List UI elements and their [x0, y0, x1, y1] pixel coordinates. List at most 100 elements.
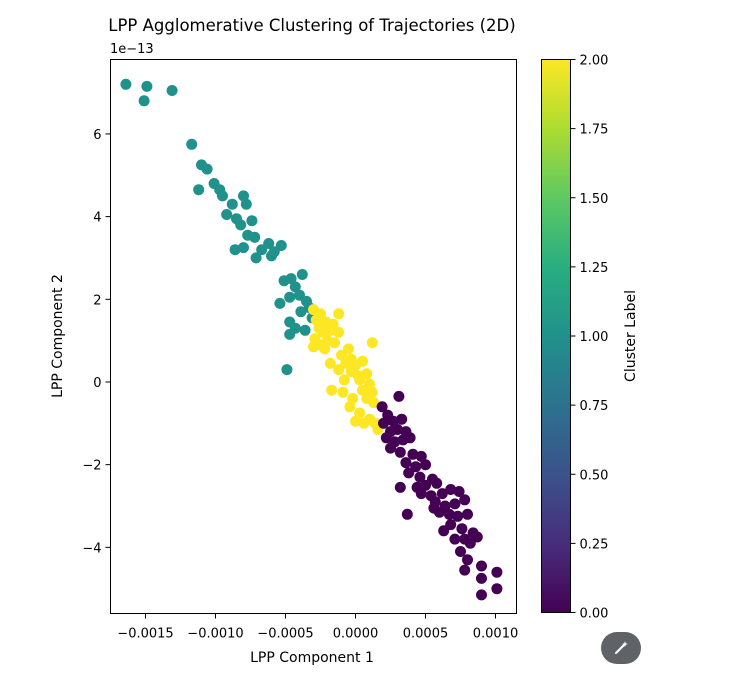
data-point-cluster-2	[357, 355, 368, 367]
data-point-cluster-0	[462, 508, 473, 520]
data-point-cluster-0	[394, 481, 406, 493]
data-point-cluster-1	[295, 306, 307, 318]
colorbar-ticks: 0.00 0.25 0.50 0.75 1.00 1.25 1.50 1.75 2.00	[570, 54, 609, 622]
data-point-cluster-2	[308, 341, 319, 353]
data-point-cluster-0	[431, 477, 443, 489]
data-point-cluster-1	[238, 242, 249, 254]
data-point-cluster-0	[438, 525, 450, 537]
data-point-cluster-2	[324, 357, 336, 369]
y-axis-ticks: −4 −2 0 2 4 6	[82, 128, 111, 556]
colorbar-tick-label: 0.50	[580, 468, 609, 483]
data-point-cluster-1	[275, 240, 287, 251]
data-point-cluster-0	[452, 510, 464, 522]
x-axis-label: LPP Component 1	[250, 650, 374, 666]
y-tick-label: −2	[82, 459, 101, 474]
data-point-cluster-1	[221, 209, 233, 220]
data-point-cluster-2	[354, 407, 366, 419]
data-point-cluster-1	[201, 163, 213, 175]
data-point-cluster-2	[317, 326, 329, 338]
x-tick-label: 0.0000	[333, 627, 379, 642]
data-point-cluster-1	[284, 328, 296, 340]
data-point-cluster-0	[476, 589, 487, 601]
data-point-cluster-0	[428, 502, 440, 514]
data-point-cluster-0	[443, 508, 455, 520]
data-point-cluster-0	[476, 572, 487, 584]
data-point-cluster-1	[226, 198, 238, 210]
data-point-cluster-1	[284, 291, 296, 303]
data-point-cluster-0	[392, 424, 403, 435]
data-point-cluster-0	[449, 498, 461, 510]
data-point-cluster-0	[453, 486, 465, 497]
data-point-cluster-1	[217, 190, 228, 202]
data-point-cluster-0	[376, 401, 388, 413]
data-point-cluster-1	[238, 190, 249, 202]
colorbar-tick-label: 1.25	[580, 261, 609, 276]
data-point-cluster-0	[415, 450, 427, 462]
colorbar	[541, 59, 571, 613]
data-point-cluster-2	[333, 364, 345, 376]
data-point-cluster-1	[193, 184, 205, 196]
data-point-cluster-0	[401, 508, 413, 520]
data-point-cluster-2	[333, 308, 345, 320]
y-offset-label: 1e−13	[110, 42, 154, 57]
data-point-cluster-1	[240, 198, 252, 210]
y-tick-label: 4	[93, 211, 101, 226]
data-point-cluster-0	[456, 523, 468, 535]
data-point-cluster-1	[281, 364, 293, 376]
magic-wand-button[interactable]	[601, 632, 641, 664]
data-point-cluster-0	[414, 471, 426, 483]
x-tick-label: −0.0005	[257, 627, 313, 642]
data-point-cluster-0	[449, 533, 461, 545]
data-point-cluster-1	[246, 215, 258, 227]
data-point-cluster-2	[347, 393, 359, 404]
colorbar-tick-label: 0.00	[580, 607, 609, 622]
data-point-cluster-0	[407, 448, 419, 460]
data-point-cluster-1	[186, 138, 198, 150]
y-tick-label: 2	[93, 293, 101, 308]
data-point-cluster-2	[319, 343, 331, 355]
data-point-cluster-0	[394, 446, 406, 458]
data-point-cluster-0	[459, 564, 471, 576]
colorbar-tick-label: 1.50	[580, 192, 609, 207]
data-point-cluster-0	[491, 566, 503, 578]
data-point-cluster-0	[400, 457, 412, 469]
data-point-cluster-1	[285, 273, 297, 285]
data-point-cluster-2	[366, 337, 378, 349]
data-point-cluster-0	[459, 494, 471, 506]
data-point-cluster-2	[337, 386, 349, 398]
data-point-cluster-0	[445, 484, 457, 495]
x-tick-label: −0.0010	[187, 627, 243, 642]
data-point-cluster-2	[333, 326, 345, 338]
scatter-points	[120, 78, 503, 601]
data-point-cluster-1	[263, 238, 275, 249]
data-point-cluster-0	[380, 432, 392, 444]
data-point-cluster-1	[289, 281, 301, 293]
data-point-cluster-1	[250, 252, 262, 264]
data-point-cluster-0	[396, 413, 408, 425]
data-point-cluster-2	[354, 374, 366, 386]
y-tick-label: 0	[93, 376, 101, 391]
data-point-cluster-0	[464, 537, 476, 549]
colorbar-tick-label: 2.00	[580, 54, 609, 69]
data-point-cluster-1	[229, 244, 241, 256]
y-tick-label: 6	[93, 128, 101, 143]
data-point-cluster-1	[299, 324, 311, 336]
data-point-cluster-1	[138, 95, 150, 107]
data-point-cluster-0	[385, 442, 396, 454]
y-tick-label: −4	[82, 541, 101, 556]
data-point-cluster-1	[235, 219, 247, 231]
colorbar-label: Cluster Label	[623, 290, 639, 382]
data-point-cluster-1	[141, 80, 153, 92]
plot-frame	[110, 59, 517, 614]
data-point-cluster-1	[120, 78, 132, 90]
colorbar-tick-label: 1.00	[580, 330, 609, 345]
data-point-cluster-2	[338, 374, 350, 386]
x-tick-label: 0.0010	[473, 627, 519, 642]
chart-title: LPP Agglomerative Clustering of Trajecto…	[108, 16, 515, 35]
data-point-cluster-0	[420, 479, 431, 491]
data-point-cluster-0	[420, 459, 431, 471]
data-point-cluster-2	[368, 397, 380, 409]
data-point-cluster-2	[329, 337, 340, 349]
data-point-cluster-2	[336, 349, 347, 361]
data-point-cluster-2	[344, 401, 356, 413]
